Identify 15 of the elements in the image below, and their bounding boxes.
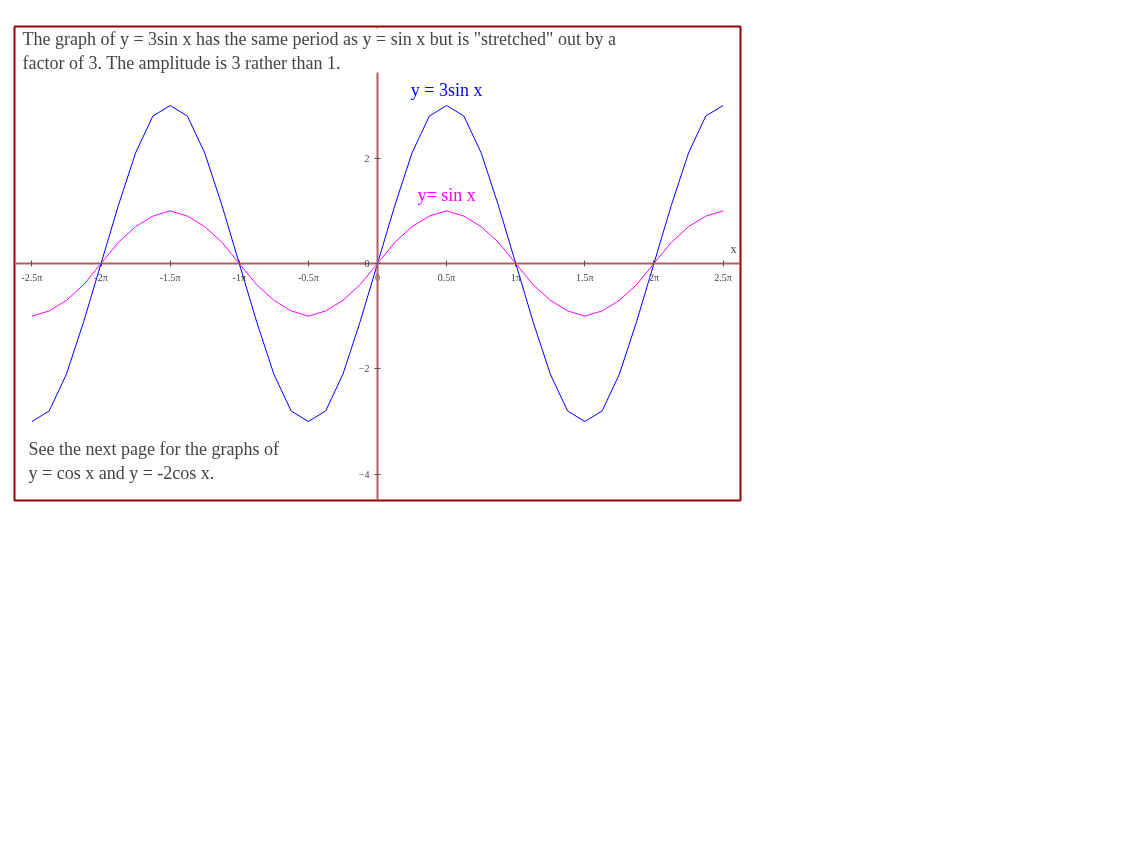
- x-tick-label: -2.5π: [21, 271, 43, 283]
- x-tick-label: -1.5π: [159, 271, 181, 283]
- series-label: y= sin x: [417, 184, 476, 205]
- x-tick-label: 2.5π: [714, 271, 732, 283]
- x-tick-label: -0.5π: [297, 271, 319, 283]
- x-tick-label: 0.5π: [437, 271, 456, 283]
- annotation: See the next page for the graphs of y = cos x and y = -2cos x.: [28, 438, 279, 483]
- x-tick-label: 1.5π: [576, 271, 594, 283]
- y-tick-label: −4: [358, 468, 370, 480]
- series-label: y = 3sin x: [410, 79, 483, 100]
- annotation: The graph of y = 3sin x has the same period as y = sin x but is "stretched" out by a factor of 3. The amplitude is 3 rather than 1.: [22, 28, 616, 73]
- x-axis-title: x: [730, 241, 737, 256]
- y-tick-label: −2: [358, 363, 370, 375]
- y-tick-label: 0: [364, 258, 370, 269]
- y-tick-label: 2: [364, 152, 370, 164]
